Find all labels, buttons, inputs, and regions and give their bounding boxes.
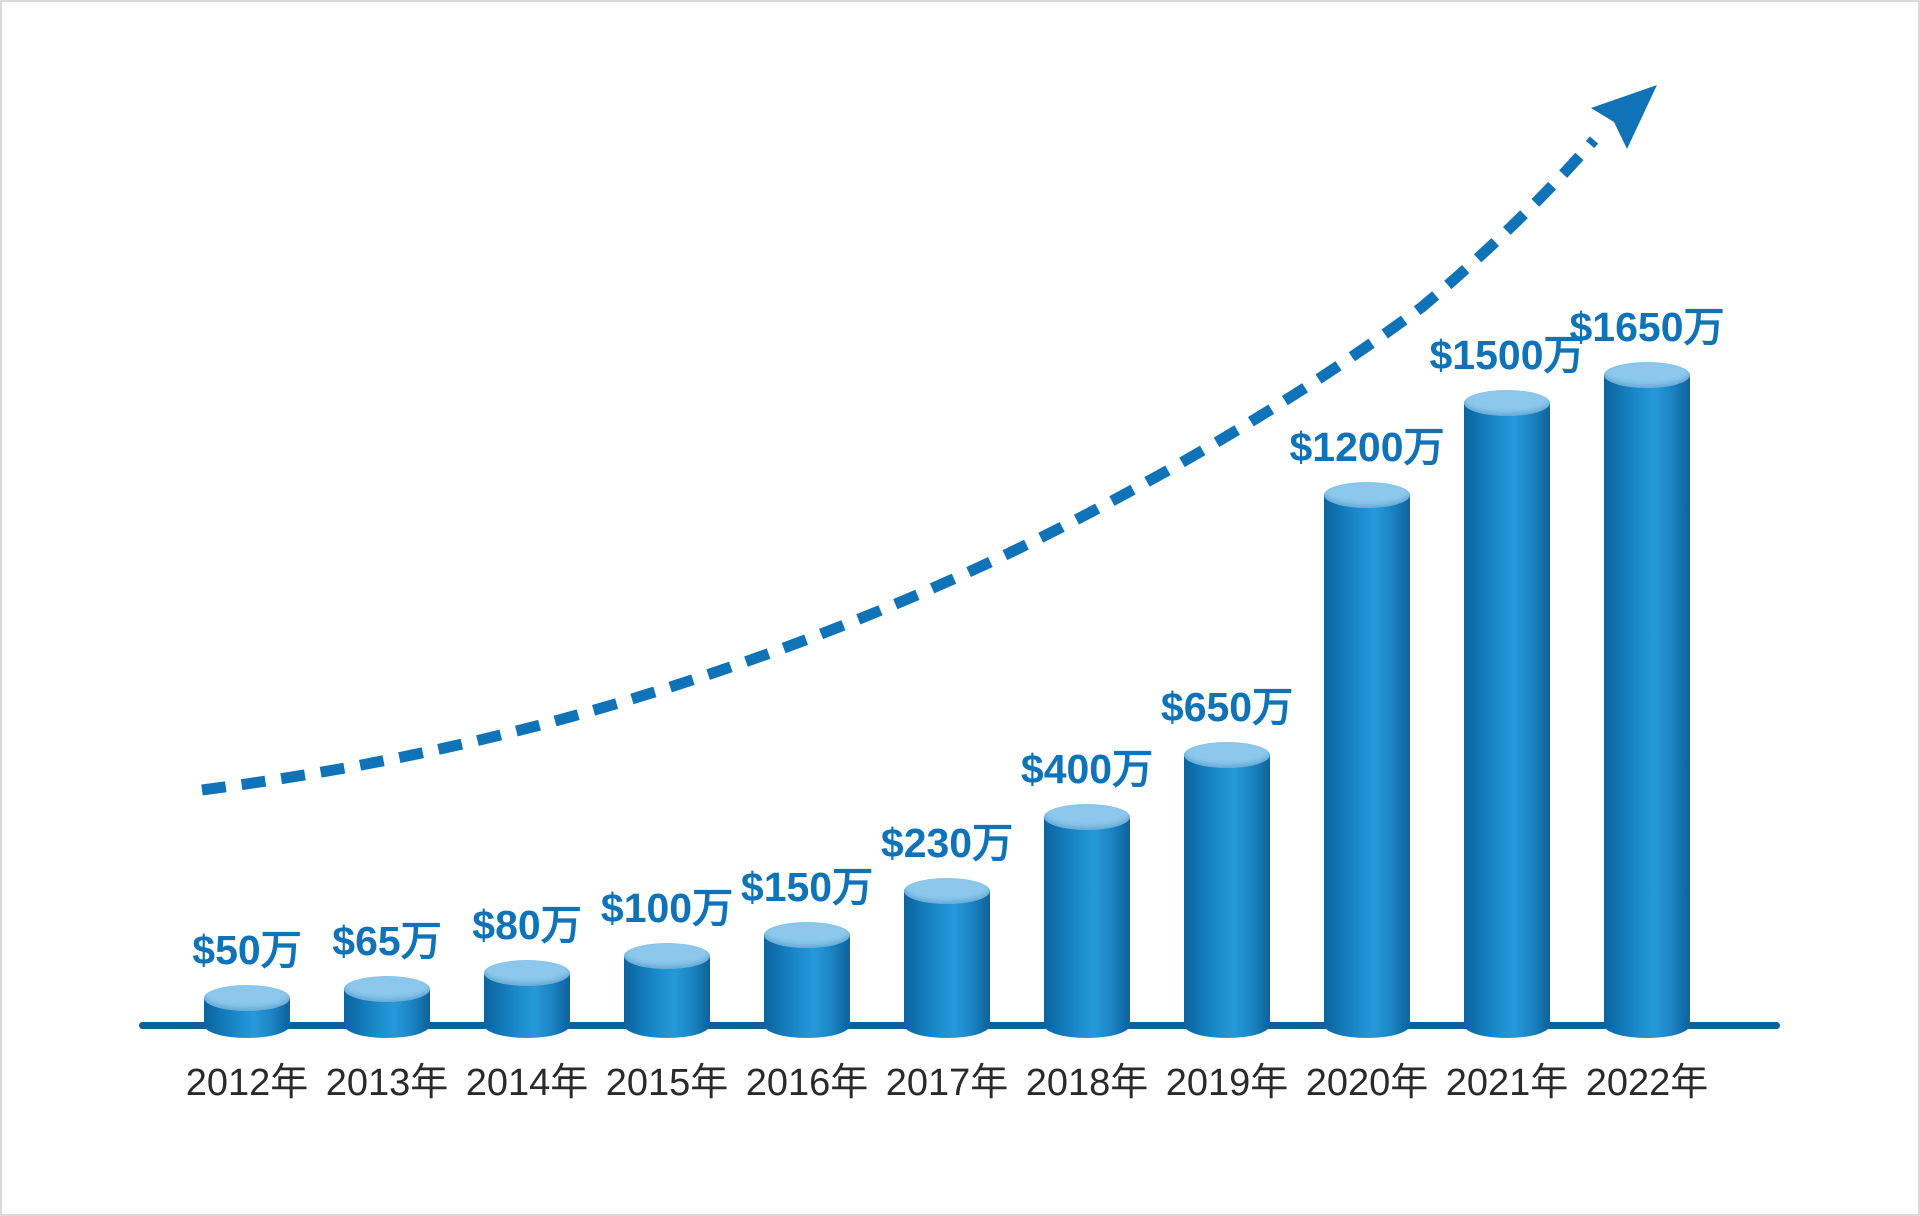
- x-axis-label: 2020年: [1305, 1062, 1429, 1104]
- x-axis-label: 2018年: [1025, 1062, 1149, 1104]
- bar-cylinder-body: [1184, 755, 1270, 1038]
- bar-value-label: $50万: [192, 927, 302, 973]
- bar-cylinder-top: [484, 960, 570, 986]
- bar-value-label: $1650万: [1569, 304, 1725, 350]
- trend-arrowhead-icon: [1591, 85, 1657, 149]
- bar-cylinder-body: [624, 956, 710, 1038]
- bar-cylinder-body: [904, 891, 990, 1038]
- trend-curve: [201, 136, 1599, 796]
- x-axis-label: 2015年: [605, 1062, 729, 1104]
- x-axis-label: 2014年: [465, 1062, 589, 1104]
- bar-value-label: $400万: [1020, 746, 1154, 792]
- bar-value-label: $150万: [740, 864, 874, 910]
- bar-cylinder-body: [764, 935, 850, 1038]
- bar-cylinder-top: [1184, 742, 1270, 768]
- bar-cylinder-top: [1464, 390, 1550, 416]
- x-axis-label: 2012年: [185, 1062, 309, 1104]
- bar-cylinder-body: [1044, 817, 1130, 1038]
- bar-value-label: $65万: [332, 918, 442, 964]
- bar-cylinder-body: [1324, 495, 1410, 1038]
- bar-cylinder-top: [764, 922, 850, 948]
- x-axis-label: 2019年: [1165, 1062, 1289, 1104]
- x-axis-label: 2017年: [885, 1062, 1009, 1104]
- bar-cylinder-top: [1324, 482, 1410, 508]
- bar-cylinder-body: [1604, 375, 1690, 1038]
- bar-cylinder-top: [904, 878, 990, 904]
- bar-value-label: $1500万: [1429, 332, 1585, 378]
- bar-value-label: $80万: [472, 902, 582, 948]
- bar-cylinder-top: [344, 976, 430, 1002]
- x-axis-label: 2016年: [745, 1062, 869, 1104]
- bar-value-label: $1200万: [1289, 424, 1445, 470]
- bar-cylinder-top: [1044, 804, 1130, 830]
- bar-cylinder-top: [204, 985, 290, 1011]
- bar-cylinder-top: [1604, 362, 1690, 388]
- bar-value-label: $650万: [1160, 684, 1294, 730]
- bar-cylinder-body: [1464, 403, 1550, 1038]
- bar-cylinder-top: [624, 943, 710, 969]
- x-axis-label: 2013年: [325, 1062, 449, 1104]
- bar-value-label: $230万: [880, 820, 1014, 866]
- x-axis-label: 2021年: [1445, 1062, 1569, 1104]
- x-axis-label: 2022年: [1585, 1062, 1709, 1104]
- bar-value-label: $100万: [600, 885, 734, 931]
